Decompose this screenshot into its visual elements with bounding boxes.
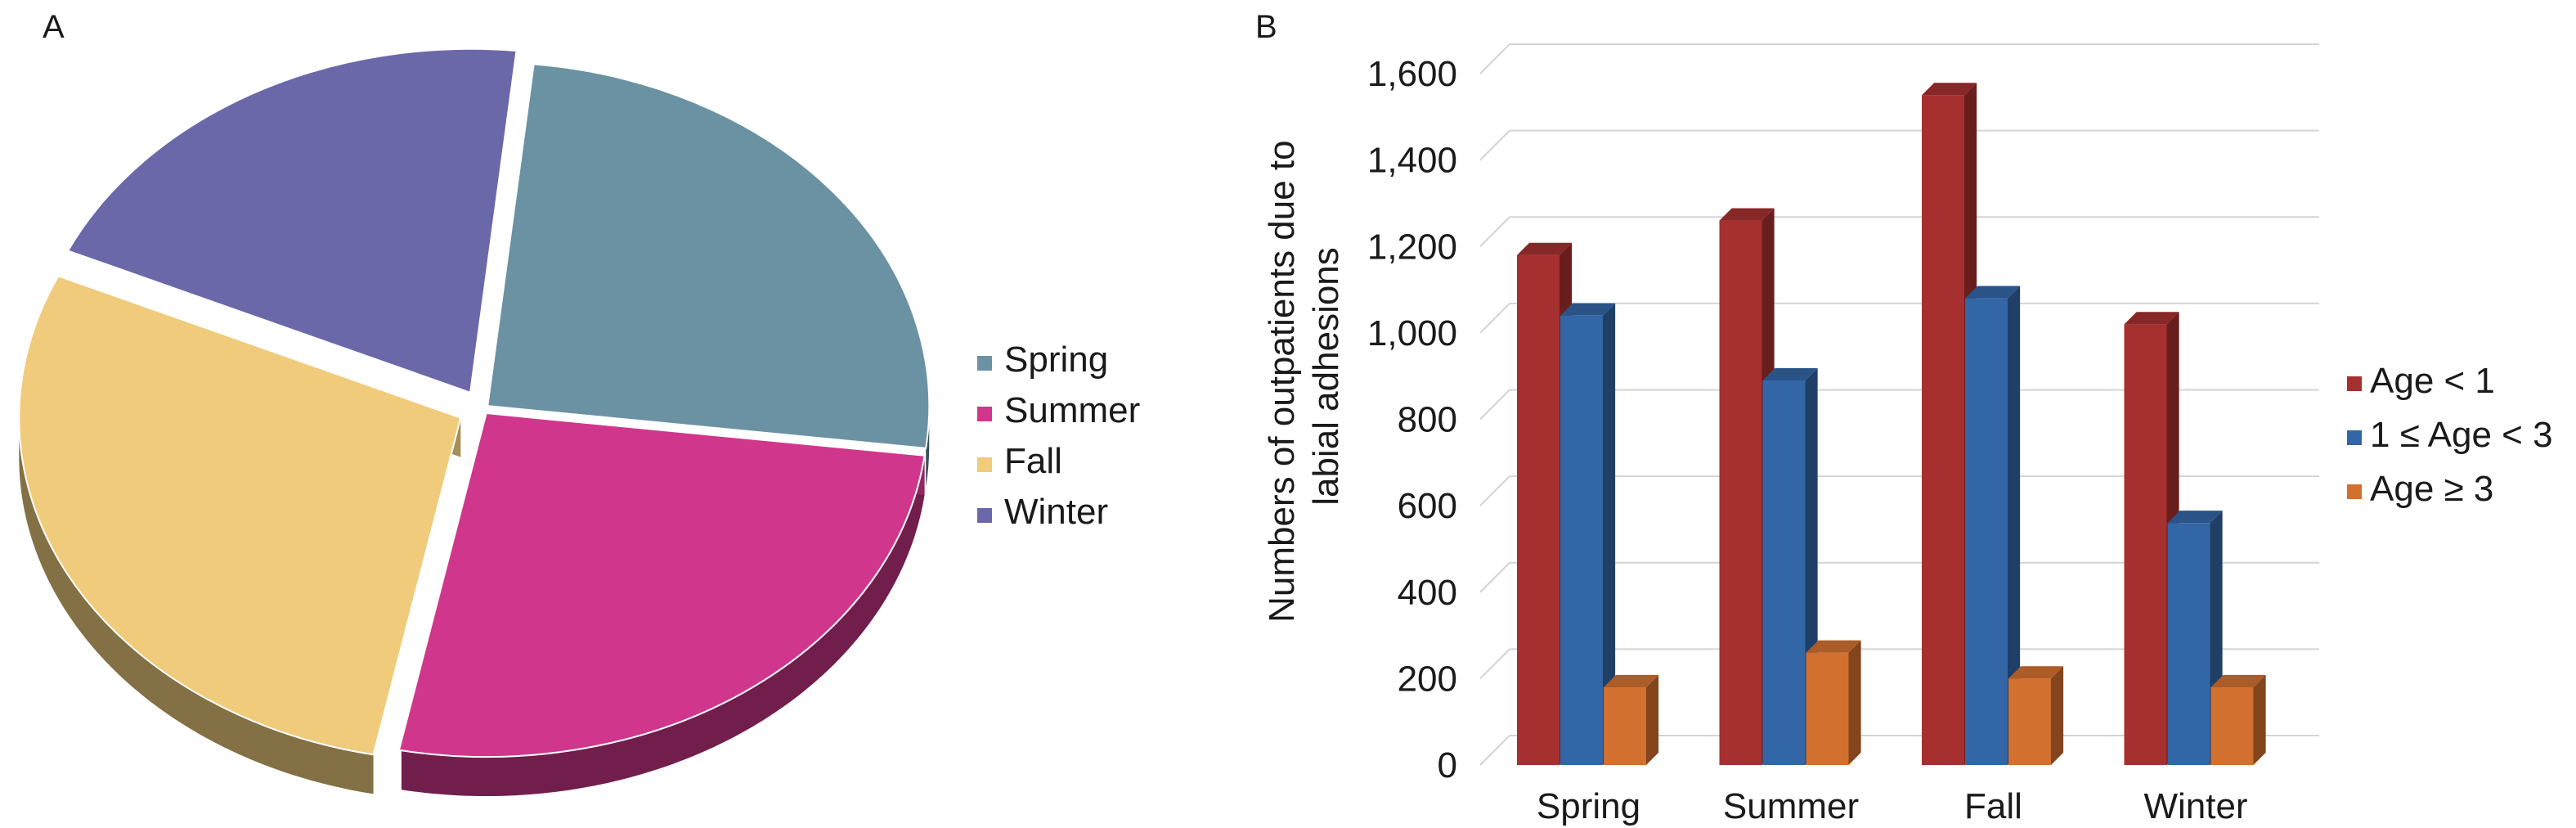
bar-gridline-stub — [1479, 216, 1510, 247]
bar-top-winter-0 — [2124, 312, 2179, 325]
pie-chart — [18, 47, 931, 797]
bar-summer-age-1 — [1719, 220, 1762, 765]
bar-y-tick-label: 400 — [1398, 573, 1457, 613]
pie-legend-swatch-fall — [977, 457, 992, 472]
pie-legend-label-fall: Fall — [1004, 441, 1062, 481]
bar-gridline-stub — [1479, 562, 1510, 593]
bar-top-summer-0 — [1719, 208, 1775, 221]
pie-legend-label-spring: Spring — [1004, 340, 1108, 380]
bar-top-winter-2 — [2210, 674, 2266, 687]
bar-side-summer-2 — [1848, 640, 1861, 765]
bar-fall-age-1 — [1922, 95, 1964, 765]
bar-top-winter-1 — [2167, 511, 2223, 524]
bar-side-spring-2 — [1646, 674, 1659, 765]
bar-chart: 0 200 400 600 800 1,000 1,200 1,400 1,600 Spring… — [1262, 43, 2319, 826]
bar-x-tick-label-fall: Fall — [1964, 786, 2022, 826]
bar-side-fall-2 — [2051, 666, 2064, 765]
bar-gridline-stub — [1479, 735, 1510, 766]
pie-legend: Spring Summer Fall Winter — [977, 340, 1140, 532]
bar-legend-label-0: Age < 1 — [2370, 361, 2495, 401]
panel-label-b: B — [1255, 9, 1277, 45]
panel-label-a: A — [43, 9, 65, 45]
bar-side-fall-1 — [2008, 286, 2021, 765]
bar-legend-swatch-2 — [2347, 484, 2362, 499]
bar-fall-1-age-3 — [1965, 298, 2008, 765]
pie-legend-swatch-winter — [977, 508, 992, 523]
bar-spring-age-1 — [1517, 254, 1560, 765]
bar-spring-age-3 — [1604, 686, 1646, 765]
bar-winter-age-1 — [2124, 324, 2167, 765]
pie-slice-spring — [487, 63, 931, 449]
bar-y-axis-title-line-2: labial adhesions — [1306, 247, 1346, 506]
bar-top-summer-2 — [1806, 640, 1861, 653]
bar-gridline-stub — [1479, 475, 1510, 506]
bar-y-tick-label: 200 — [1398, 659, 1457, 699]
bar-top-summer-1 — [1762, 367, 1818, 380]
bar-y-tick-labels: 0 200 400 600 800 1,000 1,200 1,400 1,600 — [1367, 54, 1457, 785]
bar-gridline-stub — [1479, 648, 1510, 680]
bar-y-tick-label: 1,600 — [1367, 54, 1457, 94]
bar-y-axis-title: Numbers of outpatients due to labial adh… — [1262, 130, 1346, 623]
bar-bars — [1517, 83, 2266, 765]
bar-gridline-stub — [1479, 129, 1510, 161]
bar-legend-swatch-0 — [2347, 376, 2362, 391]
bar-top-fall-1 — [1965, 286, 2021, 299]
bar-side-spring-1 — [1603, 303, 1616, 765]
bar-summer-1-age-3 — [1762, 380, 1806, 765]
bar-x-tick-label-spring: Spring — [1537, 786, 1640, 826]
bar-top-fall-0 — [1922, 83, 1977, 96]
pie-side-spring — [926, 406, 930, 488]
bar-y-tick-label: 0 — [1438, 745, 1457, 785]
pie-side-summer — [401, 455, 925, 797]
bar-gridline-stub — [1479, 43, 1510, 74]
pie-legend-swatch-summer — [977, 407, 992, 421]
pie-legend-swatch-spring — [977, 356, 992, 371]
pie-side-fall — [19, 421, 374, 794]
bar-legend: Age < 1 1 ≤ Age < 3 Age ≥ 3 — [2347, 361, 2553, 509]
bar-top-spring-1 — [1560, 303, 1616, 316]
bar-x-tick-label-winter: Winter — [2143, 786, 2247, 826]
bar-y-axis-title-line-1: Numbers of outpatients due to — [1262, 140, 1302, 622]
bar-x-tick-labels: Spring Summer Fall Winter — [1537, 786, 2248, 826]
bar-side-winter-2 — [2253, 674, 2266, 765]
bar-top-spring-0 — [1517, 242, 1573, 255]
bar-spring-1-age-3 — [1560, 315, 1603, 765]
pie-slice-summer — [397, 412, 926, 758]
pie-slice-fall — [18, 275, 462, 756]
bar-y-tick-label: 1,200 — [1367, 227, 1457, 267]
pie-legend-label-summer: Summer — [1004, 390, 1140, 430]
bar-legend-label-2: Age ≥ 3 — [2370, 469, 2493, 509]
bar-gridline-stub — [1479, 303, 1510, 334]
bar-gridline-stub — [1479, 389, 1510, 421]
bar-winter-age-3 — [2210, 686, 2254, 765]
pie-slice-winter — [66, 47, 518, 394]
pie-legend-label-winter: Winter — [1004, 492, 1108, 532]
bar-y-tick-label: 600 — [1398, 486, 1457, 526]
bar-winter-1-age-3 — [2167, 523, 2210, 765]
bar-x-tick-label-summer: Summer — [1723, 786, 1859, 826]
bar-top-fall-2 — [2008, 666, 2064, 679]
bar-summer-age-3 — [1806, 652, 1849, 765]
bar-top-spring-2 — [1604, 674, 1659, 687]
bar-y-tick-label: 1,000 — [1367, 313, 1457, 353]
bar-y-tick-label: 800 — [1398, 400, 1457, 440]
bar-fall-age-3 — [2008, 678, 2051, 765]
bar-y-tick-label: 1,400 — [1367, 141, 1457, 181]
bar-legend-swatch-1 — [2347, 430, 2362, 445]
bar-legend-label-1: 1 ≤ Age < 3 — [2370, 415, 2553, 455]
